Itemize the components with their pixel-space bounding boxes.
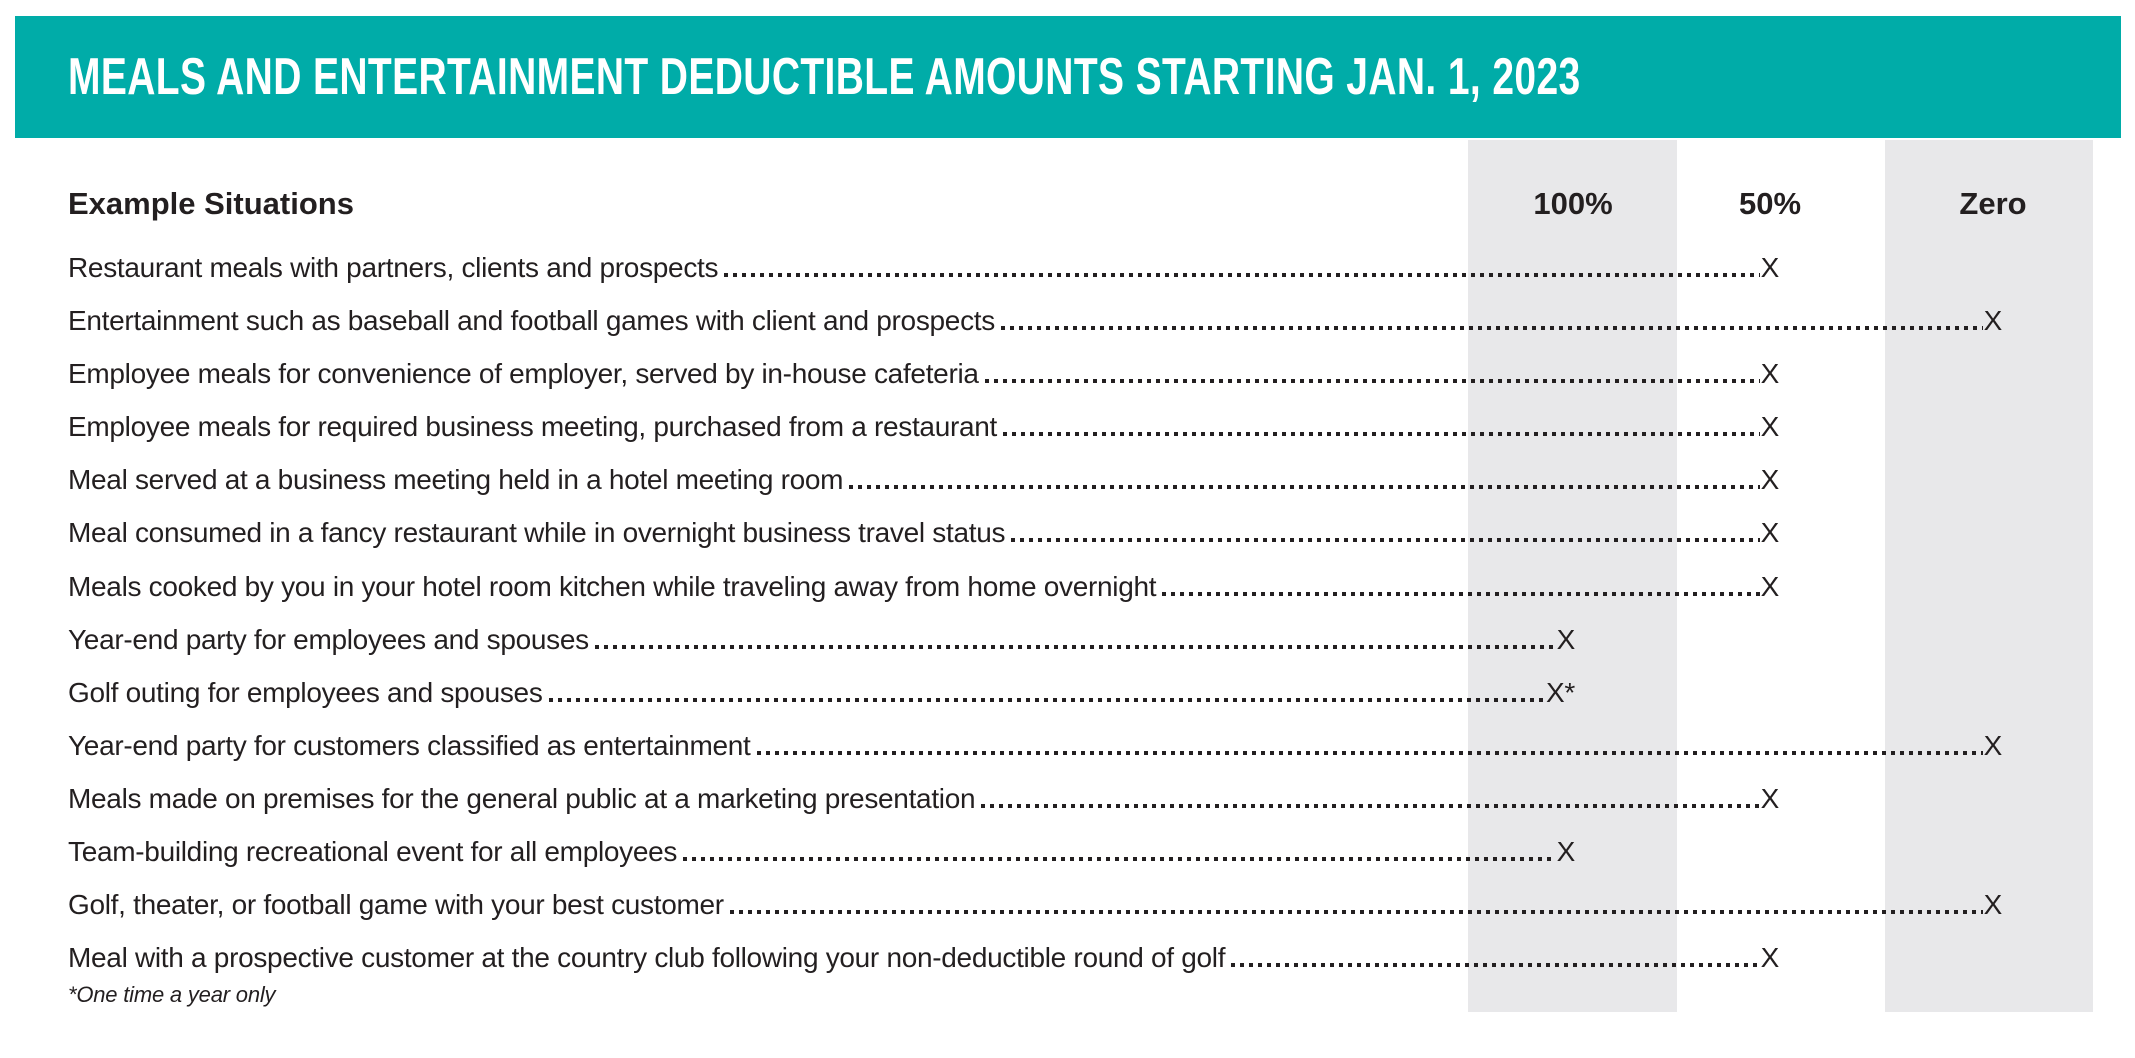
- deduction-mark: X: [1760, 464, 1780, 496]
- situation-label: Team-building recreational event for all…: [68, 836, 678, 868]
- deduction-mark: X: [1760, 570, 1780, 602]
- dotted-leader: [981, 803, 1760, 808]
- deduction-mark: X: [1556, 836, 1576, 868]
- dotted-leader: [724, 273, 1760, 277]
- table-row: Employee meals for convenience of employ…: [68, 347, 1779, 400]
- table-row: Golf outing for employees and spouses X*: [68, 666, 1575, 719]
- dotted-leader: [1003, 432, 1760, 437]
- table-row: Golf, theater, or football game with you…: [68, 878, 2002, 931]
- table-row: Year-end party for employees and spouses…: [68, 613, 1575, 666]
- situations-table: Restaurant meals with partners, clients …: [68, 241, 2002, 984]
- deduction-mark: X: [1983, 305, 2003, 337]
- dotted-leader: [683, 857, 1556, 862]
- deduction-mark: X: [1760, 942, 1780, 974]
- table-row: Employee meals for required business mee…: [68, 400, 1779, 453]
- column-header-50: 50%: [1738, 186, 1802, 221]
- situation-label: Entertainment such as baseball and footb…: [68, 305, 995, 337]
- dotted-leader: [729, 910, 1983, 915]
- table-row: Meals made on premises for the general p…: [68, 772, 1779, 825]
- situation-label: Employee meals for convenience of employ…: [68, 358, 979, 390]
- situation-label: Meals made on premises for the general p…: [68, 782, 976, 814]
- situation-label: Meal with a prospective customer at the …: [68, 942, 1226, 974]
- dotted-leader: [1162, 591, 1760, 596]
- dotted-leader: [1231, 963, 1760, 968]
- table-row: Team-building recreational event for all…: [68, 825, 1575, 878]
- column-header-situations: Example Situations: [68, 186, 354, 221]
- column-header-zero: Zero: [1959, 186, 2027, 221]
- column-header-100: 100%: [1533, 186, 1613, 221]
- deduction-mark: X: [1760, 252, 1780, 283]
- situation-label: Golf outing for employees and spouses: [68, 676, 543, 708]
- dotted-leader: [594, 644, 1556, 649]
- dotted-leader: [984, 379, 1760, 384]
- column-highlight-zero: [1885, 140, 2093, 1012]
- deduction-mark: X*: [1546, 676, 1575, 708]
- situation-label: Meal consumed in a fancy restaurant whil…: [68, 517, 1006, 549]
- dotted-leader: [756, 750, 1983, 755]
- deduction-mark: X: [1760, 358, 1780, 390]
- table-row: Meal served at a business meeting held i…: [68, 453, 1779, 506]
- column-highlight-100: [1468, 140, 1677, 1012]
- table-row: Meal consumed in a fancy restaurant whil…: [68, 506, 1779, 559]
- situation-label: Year-end party for employees and spouses: [68, 623, 589, 655]
- situation-label: Year-end party for customers classified …: [68, 729, 751, 761]
- situation-label: Golf, theater, or football game with you…: [68, 889, 724, 921]
- deduction-mark: X: [1983, 889, 2003, 921]
- dotted-leader: [548, 697, 1546, 702]
- situation-label: Meals cooked by you in your hotel room k…: [68, 570, 1157, 602]
- table-row: Meal with a prospective customer at the …: [68, 931, 1779, 984]
- deduction-mark: X: [1760, 782, 1780, 814]
- deduction-mark: X: [1760, 517, 1780, 549]
- deduction-mark: X: [1983, 729, 2003, 761]
- deduction-mark: X: [1760, 411, 1780, 443]
- situation-label: Employee meals for required business mee…: [68, 411, 998, 443]
- deduction-mark: X: [1556, 623, 1576, 655]
- title-banner: MEALS AND ENTERTAINMENT DEDUCTIBLE AMOUN…: [15, 16, 2121, 138]
- dotted-leader: [1000, 326, 1983, 331]
- table-row: Year-end party for customers classified …: [68, 719, 2002, 772]
- situation-label: Restaurant meals with partners, clients …: [68, 252, 719, 283]
- situation-label: Meal served at a business meeting held i…: [68, 464, 844, 496]
- page-title: MEALS AND ENTERTAINMENT DEDUCTIBLE AMOUN…: [68, 48, 1581, 106]
- dotted-leader: [1011, 538, 1760, 543]
- dotted-leader: [849, 485, 1760, 490]
- table-row: Restaurant meals with partners, clients …: [68, 241, 1779, 294]
- table-row: Meals cooked by you in your hotel room k…: [68, 560, 1779, 613]
- footnote: *One time a year only: [68, 982, 276, 1007]
- table-row: Entertainment such as baseball and footb…: [68, 294, 2002, 347]
